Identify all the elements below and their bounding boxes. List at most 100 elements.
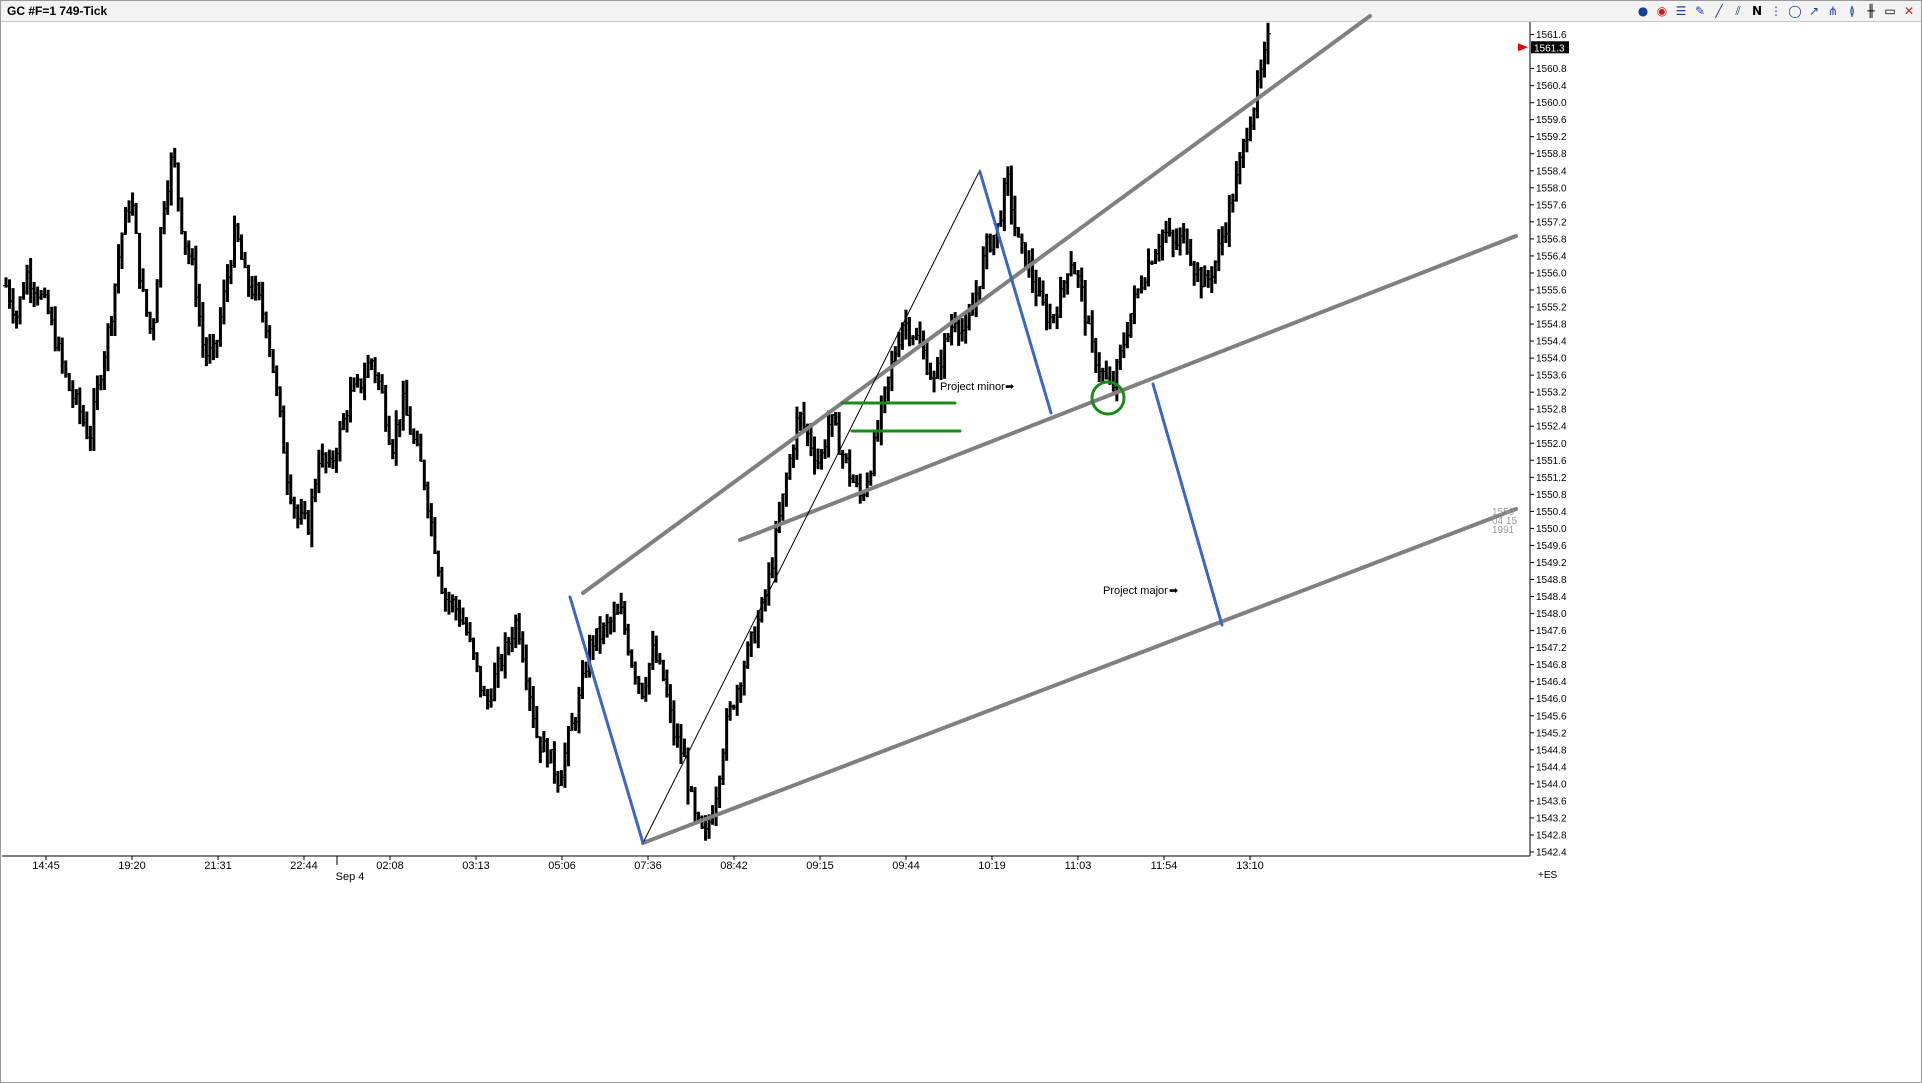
price-tick-label: 1553.2 — [1536, 388, 1567, 399]
pivot-connector-line — [642, 169, 981, 844]
time-tick-label: 21:31 — [204, 860, 232, 872]
price-tick-label: 1542.8 — [1536, 830, 1567, 841]
watermark-line-2: 04 15 — [1492, 516, 1517, 527]
price-tick-label: 1550.8 — [1536, 490, 1567, 501]
pencil-icon[interactable]: ✎ — [1694, 4, 1706, 18]
time-tick-label: 02:08 — [376, 860, 404, 872]
price-tick-label: 1554.8 — [1536, 320, 1567, 331]
price-tick-label: 1552.4 — [1536, 422, 1567, 433]
price-tick-label: 1544.4 — [1536, 762, 1567, 773]
project-major-label: Project major — [1103, 585, 1168, 597]
price-tick-label: 1547.2 — [1536, 643, 1567, 654]
price-tick-label: 1556.4 — [1536, 251, 1567, 262]
rectangle-icon[interactable]: ▭ — [1884, 4, 1896, 18]
time-tick-label: 11:03 — [1065, 860, 1092, 872]
price-tick-label: 1560.4 — [1536, 81, 1567, 92]
price-tick-label: 1557.6 — [1536, 200, 1567, 211]
corner-label: +ES — [1538, 870, 1558, 881]
title-bar: GC #F=1 749-Tick ● ◉ ☰ ✎ ╱ ⫽ N ⋮ ◯ ↗ ⋔ ≬… — [1, 1, 1921, 22]
price-tick-label: 1554.4 — [1536, 337, 1567, 348]
price-tick-label: 1558.8 — [1536, 149, 1567, 160]
price-tick-label: 1559.2 — [1536, 132, 1567, 143]
axes-layer: 1561.6 1560.8 1560.4 1560.0 1559.6 1559.2 1558… — [2, 22, 1569, 883]
price-tick-label: 1545.2 — [1536, 728, 1567, 739]
price-tick-label: 1553.6 — [1536, 371, 1567, 382]
price-tick-label: 1559.6 — [1536, 115, 1567, 126]
time-tick-label: 03:13 — [462, 860, 490, 872]
median-line — [738, 234, 1518, 542]
time-tick-label: 13:10 — [1236, 860, 1264, 872]
price-tick-label: 1558.4 — [1536, 166, 1567, 177]
chart-title: GC #F=1 749-Tick — [7, 4, 108, 18]
cycle-icon[interactable]: ≬ — [1849, 4, 1855, 18]
price-tick-label: 1547.6 — [1536, 626, 1567, 637]
project-minor-arrow-icon: ➡ — [1005, 381, 1014, 393]
price-tick-label: 1544.0 — [1536, 779, 1567, 790]
price-tick-label: 1560.0 — [1536, 98, 1567, 109]
price-tick-label: 1543.2 — [1536, 813, 1567, 824]
time-tick-label: 09:15 — [806, 860, 834, 872]
properties-icon[interactable]: ◉ — [1656, 4, 1668, 18]
time-tick-label: 05:06 — [548, 860, 576, 872]
price-tick-label: 1549.2 — [1536, 558, 1567, 569]
toolbar: ● ◉ ☰ ✎ ╱ ⫽ N ⋮ ◯ ↗ ⋔ ≬ ╫ ▭ ✕ — [1635, 3, 1917, 19]
watermark-line-1: 1550 — [1492, 507, 1515, 518]
trendline-icon[interactable]: ↗ — [1808, 4, 1820, 18]
price-tick-label: 1554.0 — [1536, 354, 1567, 365]
price-bar — [157, 226, 164, 288]
projection-line-1 — [568, 595, 645, 845]
pitchfork-icon[interactable]: ⋔ — [1827, 4, 1839, 18]
time-tick-label: 14:45 — [32, 860, 60, 872]
time-tick-label: 09:44 — [892, 860, 920, 872]
price-tick-label: 1545.6 — [1536, 711, 1567, 722]
parallel-lines-icon[interactable]: ⫽ — [1735, 4, 1741, 18]
project-minor-label: Project minor — [940, 381, 1005, 393]
time-tick-label: 19:20 — [118, 860, 146, 872]
price-tick-label: 1546.8 — [1536, 660, 1567, 671]
price-tick-label: 1561.6 — [1536, 30, 1567, 41]
price-tick-label: 1560.8 — [1536, 64, 1567, 75]
bar-icon[interactable]: ╫ — [1867, 4, 1875, 18]
last-price-label: 1561.3 — [1534, 43, 1565, 54]
price-tick-label: 1556.0 — [1536, 268, 1567, 279]
price-tick-label: 1550.4 — [1536, 507, 1567, 518]
price-tick-label: 1548.0 — [1536, 609, 1567, 620]
price-tick-label: 1544.8 — [1536, 745, 1567, 756]
price-tick-label: 1556.8 — [1536, 234, 1567, 245]
line-icon[interactable]: ╱ — [1715, 4, 1723, 18]
price-tick-label: 1552.0 — [1536, 439, 1567, 450]
time-tick-label: 10:19 — [978, 860, 1006, 872]
watermark-line-3: 1991 — [1492, 525, 1515, 536]
price-tick-label: 1548.4 — [1536, 592, 1567, 603]
last-price-arrow-icon — [1518, 43, 1528, 52]
lower-channel-line — [641, 507, 1518, 845]
highlight-circle — [1090, 380, 1126, 416]
fibonacci-icon[interactable]: ⋮ — [1770, 4, 1782, 18]
price-tick-label: 1557.2 — [1536, 217, 1567, 228]
upper-channel-line — [581, 14, 1372, 595]
color-palette-icon[interactable]: ● — [1637, 4, 1649, 18]
time-tick-label: 07:36 — [634, 860, 662, 872]
price-bar — [1265, 22, 1271, 65]
circle-icon[interactable]: ◯ — [1788, 4, 1802, 18]
price-tick-label: 1546.0 — [1536, 694, 1567, 705]
price-tick-label: 1543.6 — [1536, 796, 1567, 807]
drawings-layer — [568, 14, 1518, 845]
price-tick-label: 1549.6 — [1536, 541, 1567, 552]
last-price-box — [1531, 41, 1569, 54]
price-tick-label: 1551.6 — [1536, 456, 1567, 467]
price-tick-label: 1550.0 — [1536, 524, 1567, 535]
price-tick-label: 1552.8 — [1536, 405, 1567, 416]
time-tick-label: 22:44 — [290, 860, 318, 872]
price-tick-label: 1546.4 — [1536, 677, 1567, 688]
time-tick-label: 08:42 — [720, 860, 748, 872]
price-tick-label: 1555.2 — [1536, 303, 1567, 314]
text-n-icon[interactable]: N — [1751, 4, 1763, 18]
project-major-arrow-icon: ➡ — [1169, 585, 1178, 597]
chart-style-icon[interactable]: ☰ — [1675, 4, 1687, 18]
date-label: Sep 4 — [336, 871, 365, 883]
price-tick-label: 1551.2 — [1536, 473, 1567, 484]
price-bars-layer — [3, 22, 1271, 841]
close-icon[interactable]: ✕ — [1903, 4, 1915, 18]
